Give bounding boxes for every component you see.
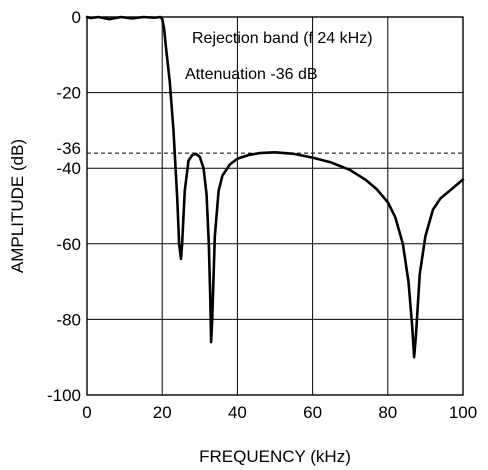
x-tick-label-80: 80	[378, 403, 397, 422]
y-tick-label-neg80: -80	[56, 310, 81, 329]
y-tick-label-neg60: -60	[56, 235, 81, 254]
y-tick-label-neg20: -20	[56, 84, 81, 103]
x-tick-label-60: 60	[303, 403, 322, 422]
grid	[87, 17, 463, 395]
y-tick-label-neg100: -100	[47, 386, 81, 405]
x-tick-label-0: 0	[82, 403, 91, 422]
tick-labels: 0 20 40 60 80 100 0 -20 -40 -60 -80 -100 -36	[47, 8, 477, 422]
annotation-attenuation: Attenuation -36 dB	[185, 66, 318, 83]
x-tick-label-100: 100	[449, 403, 477, 422]
amplitude-response-line-0	[85, 15, 465, 359]
x-tick-label-40: 40	[228, 403, 247, 422]
x-axis-title: FREQUENCY (kHz)	[199, 447, 351, 466]
x-tick-label-20: 20	[153, 403, 172, 422]
y-tick-label-0: 0	[72, 8, 81, 27]
y-tick-label-neg36: -36	[56, 139, 81, 158]
y-tick-label-neg40: -40	[56, 159, 81, 178]
plot-frame	[86, 16, 464, 396]
annotation-rejection-band: Rejection band (f 24 kHz)	[192, 30, 373, 47]
y-axis-title: AMPLITUDE (dB)	[8, 139, 27, 273]
series-layer	[85, 15, 465, 359]
